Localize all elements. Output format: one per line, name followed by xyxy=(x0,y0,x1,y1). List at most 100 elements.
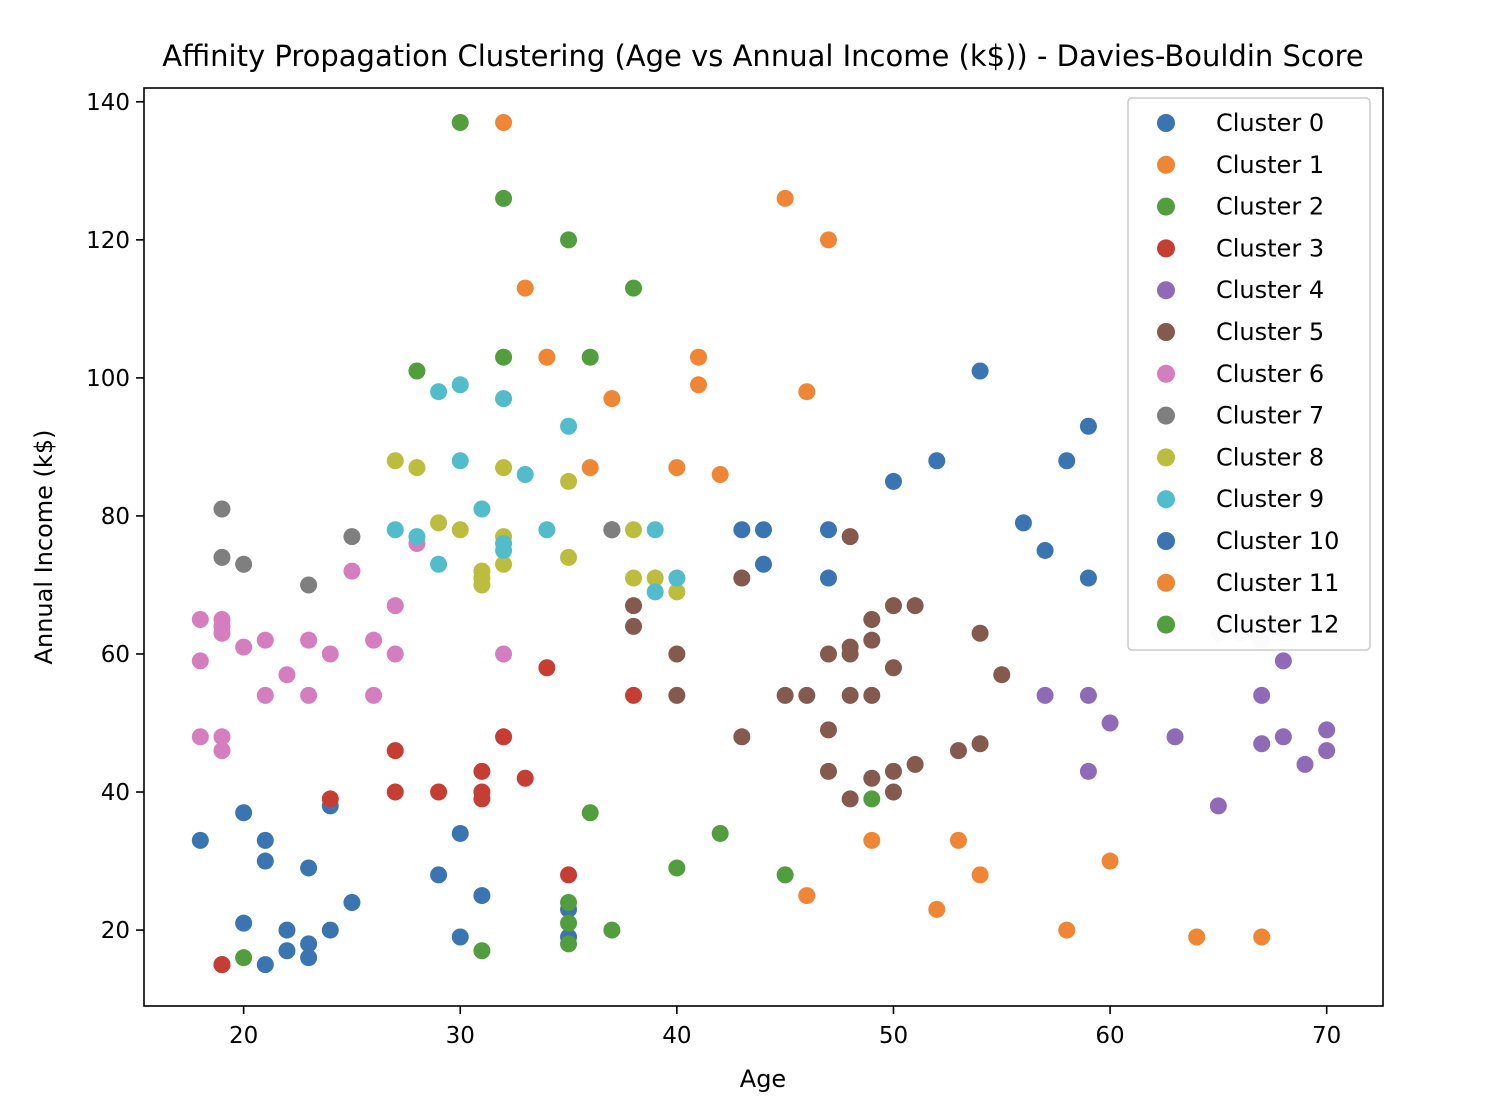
cluster-10-point xyxy=(755,521,772,539)
cluster-7-point xyxy=(343,528,361,546)
cluster-4-point xyxy=(1318,721,1336,739)
cluster-10-point xyxy=(1036,541,1054,559)
legend-marker xyxy=(1157,573,1175,592)
cluster-5-point xyxy=(798,686,816,704)
cluster-5-point xyxy=(625,597,643,615)
legend-marker xyxy=(1157,281,1175,300)
cluster-3-point xyxy=(538,659,556,677)
cluster-5-point xyxy=(841,638,859,656)
cluster-12-point xyxy=(560,935,578,953)
legend-label: Cluster 8 xyxy=(1216,443,1324,471)
cluster-7-point xyxy=(235,555,253,573)
cluster-0-point xyxy=(300,949,318,967)
cluster-4-point xyxy=(1253,686,1271,704)
y-tick-label: 140 xyxy=(86,90,130,116)
cluster-8-point xyxy=(495,555,513,573)
cluster-1-point xyxy=(690,376,708,394)
cluster-6-point xyxy=(321,645,339,663)
cluster-5-point xyxy=(819,645,837,663)
cluster-4-point xyxy=(1166,728,1184,746)
cluster-5-point xyxy=(776,686,794,704)
x-tick-label: 20 xyxy=(229,1023,258,1049)
cluster-1-point xyxy=(495,114,513,132)
cluster-12-point xyxy=(473,942,491,960)
cluster-8-point xyxy=(625,521,643,539)
cluster-1-point xyxy=(581,459,599,477)
cluster-1-point xyxy=(776,189,794,207)
cluster-6-point xyxy=(300,686,318,704)
cluster-6-point xyxy=(256,686,274,704)
cluster-6-point xyxy=(256,631,274,649)
cluster-4-point xyxy=(1274,728,1292,746)
cluster-7-point xyxy=(213,548,231,566)
cluster-8-point xyxy=(560,472,578,490)
cluster-6-point xyxy=(365,631,383,649)
cluster-11-point xyxy=(798,887,816,905)
cluster-5-point xyxy=(625,617,643,635)
cluster-6-point xyxy=(386,645,404,663)
cluster-0-point xyxy=(430,866,448,884)
legend-label: Cluster 7 xyxy=(1216,402,1324,430)
legend-marker xyxy=(1157,114,1175,132)
cluster-1-point xyxy=(819,231,837,249)
cluster-5-point xyxy=(819,762,837,780)
cluster-5-point xyxy=(733,728,751,746)
cluster-4-point xyxy=(1036,686,1054,704)
x-tick-label: 50 xyxy=(879,1023,908,1049)
cluster-1-point xyxy=(690,348,708,366)
cluster-4-point xyxy=(1296,755,1314,773)
cluster-3-point xyxy=(560,866,578,884)
cluster-8-point xyxy=(473,562,491,580)
x-axis-label: Age xyxy=(740,1065,786,1093)
x-tick-label: 60 xyxy=(1095,1023,1124,1049)
cluster-9-point xyxy=(430,555,448,573)
y-axis-ticks: 20 40 60 80 100 120 140 xyxy=(86,90,144,944)
cluster-9-point xyxy=(408,528,426,546)
cluster-12-point xyxy=(776,866,794,884)
cluster-2-point xyxy=(408,362,426,380)
legend-label: Cluster 5 xyxy=(1216,318,1324,346)
y-tick-label: 100 xyxy=(86,366,130,392)
x-tick-label: 30 xyxy=(446,1023,475,1049)
cluster-0-point xyxy=(300,935,318,953)
cluster-3-point xyxy=(430,783,448,801)
cluster-11-point xyxy=(949,831,967,849)
cluster-3-point xyxy=(213,956,231,974)
plot-area-frame xyxy=(143,87,1384,1007)
cluster-10-point xyxy=(819,569,837,587)
cluster-9-point xyxy=(386,521,404,539)
legend-label: Cluster 4 xyxy=(1216,276,1324,304)
legend-box xyxy=(1127,97,1371,651)
x-tick-label: 40 xyxy=(662,1023,691,1049)
cluster-0-point xyxy=(473,887,491,905)
cluster-6-point xyxy=(235,638,253,656)
cluster-9-point xyxy=(646,521,664,539)
cluster-4-point xyxy=(1253,735,1271,753)
cluster-10-point xyxy=(884,472,902,490)
cluster-8-point xyxy=(625,569,643,587)
cluster-11-point xyxy=(1253,928,1271,946)
cluster-11-point xyxy=(1101,852,1119,870)
cluster-6-point xyxy=(213,742,231,760)
cluster-12-point xyxy=(711,824,729,842)
cluster-0-point xyxy=(235,804,253,822)
cluster-9-point xyxy=(495,535,513,553)
cluster-5-point xyxy=(841,686,859,704)
cluster-6-point xyxy=(213,728,231,746)
legend-marker xyxy=(1157,490,1175,509)
cluster-4-point xyxy=(1318,742,1336,760)
legend-label: Cluster 12 xyxy=(1216,611,1339,639)
cluster-6-point xyxy=(386,597,404,615)
cluster-5-point xyxy=(993,666,1011,684)
cluster-2-point xyxy=(560,231,578,249)
cluster-3-point xyxy=(495,728,513,746)
cluster-6-point xyxy=(300,631,318,649)
cluster-11-point xyxy=(1188,928,1206,946)
cluster-2-point xyxy=(495,348,513,366)
cluster-10-point xyxy=(755,555,772,573)
cluster-3-point xyxy=(625,686,643,704)
cluster-9-point xyxy=(668,569,686,587)
cluster-9-point xyxy=(495,390,513,408)
cluster-1-point xyxy=(603,390,621,408)
legend-label: Cluster 10 xyxy=(1216,527,1339,555)
